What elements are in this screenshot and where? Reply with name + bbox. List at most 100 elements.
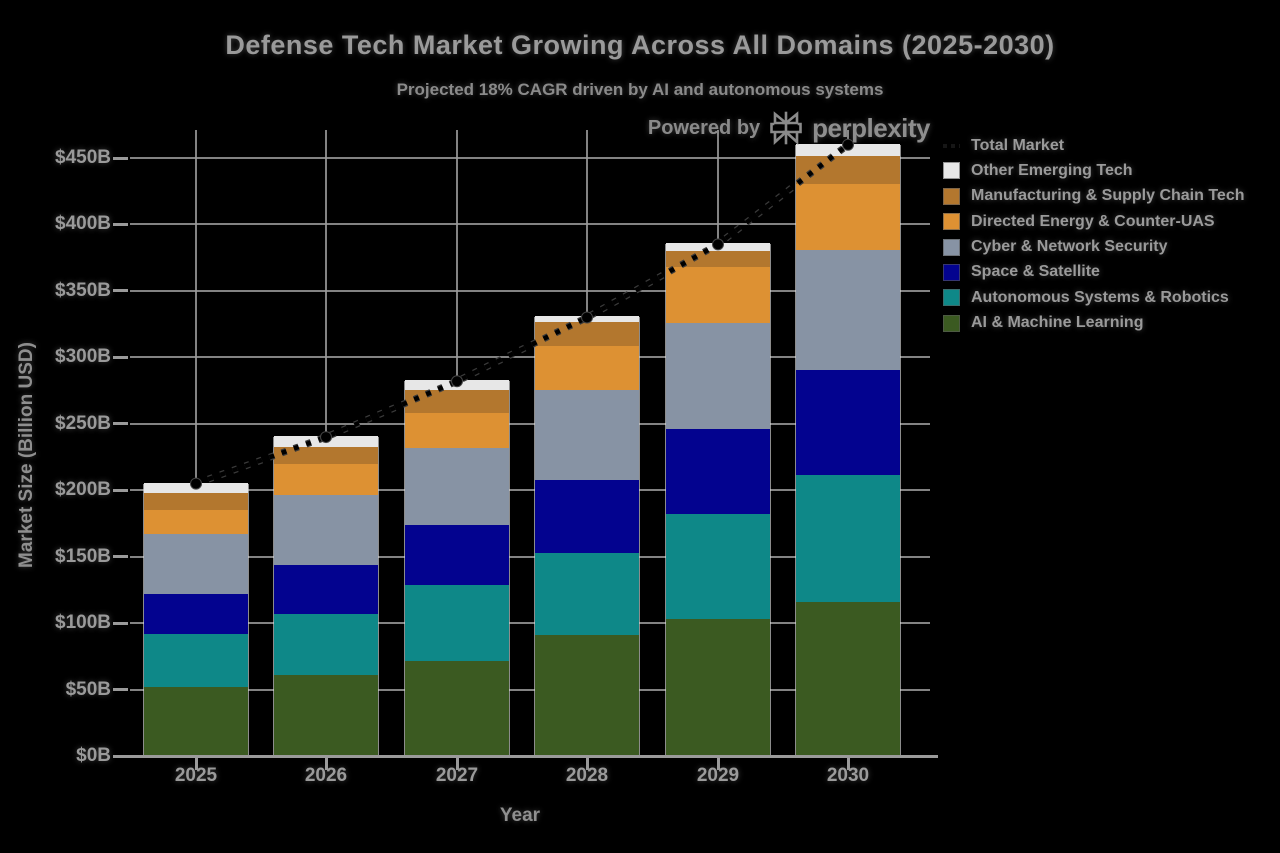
bar-segment (405, 389, 509, 414)
legend-item: Directed Energy & Counter-UAS (943, 212, 1245, 231)
y-tick-mark (113, 754, 128, 758)
y-tick-label: $100B (55, 612, 111, 634)
bar-segment (535, 553, 639, 636)
legend-item: Total Market (943, 137, 1245, 154)
bar-segment (405, 448, 509, 526)
y-tick-label: $450B (55, 147, 111, 168)
bar-segment (274, 614, 378, 676)
bar-segment (405, 380, 509, 390)
bar-segment (796, 155, 900, 184)
bar-segment (274, 564, 378, 615)
bar-segment (274, 436, 378, 447)
x-axis-title: Year (499, 805, 541, 826)
legend-label: Total Market (971, 136, 1065, 154)
bar-segment (535, 389, 639, 480)
bar-segment (274, 675, 378, 755)
bar-segment (274, 463, 378, 495)
gridline-horizontal (130, 555, 930, 558)
legend-color-swatch (943, 263, 960, 281)
bar-segment (144, 594, 248, 635)
gridline-horizontal (130, 489, 930, 492)
bar-segment (144, 510, 248, 535)
bar-segment (405, 660, 509, 755)
y-tick-mark (113, 355, 128, 359)
x-tick-label: 2027 (435, 765, 479, 786)
y-tick-mark (113, 422, 128, 426)
bar-segment (666, 267, 770, 324)
bar-2028 (534, 316, 640, 756)
legend-item: Space & Satellite (943, 263, 1245, 281)
bar-segment (405, 525, 509, 585)
y-tick-label: $50B (65, 678, 111, 700)
legend-color-swatch (943, 238, 960, 256)
bar-segment (405, 413, 509, 449)
x-tick-label: 2030 (826, 765, 870, 786)
bar-segment (666, 619, 770, 755)
legend-label: Directed Energy & Counter-UAS (971, 212, 1215, 230)
bar-segment (666, 429, 770, 515)
bar-segment (666, 514, 770, 620)
bar-segment (666, 243, 770, 252)
bar-segment (405, 584, 509, 661)
x-tick-mark (846, 757, 850, 770)
y-tick-label: $400B (55, 213, 111, 235)
bar-segment (535, 316, 639, 322)
x-tick-mark (455, 757, 459, 770)
legend-label: Other Emerging Tech (971, 161, 1133, 179)
legend-label: Manufacturing & Supply Chain Tech (971, 187, 1245, 205)
y-tick-label: $350B (55, 279, 111, 301)
chart-title: Defense Tech Market Growing Across All D… (225, 30, 1055, 60)
bar-segment (144, 493, 248, 511)
legend: Total Market Other Emerging Tech Manufactu… (943, 137, 1245, 340)
legend-label: Space & Satellite (971, 263, 1100, 281)
legend-item: Other Emerging Tech (943, 161, 1245, 180)
bar-segment (274, 494, 378, 565)
x-tick-mark (194, 757, 198, 770)
y-tick-mark (113, 488, 128, 492)
bar-segment (796, 602, 900, 755)
y-tick-mark (113, 156, 128, 160)
y-tick-mark (113, 555, 128, 559)
bar-segment (666, 251, 770, 268)
x-tick-mark (585, 757, 589, 770)
legend-label: Autonomous Systems & Robotics (971, 288, 1229, 306)
bar-segment (535, 345, 639, 390)
x-axis-line (126, 754, 938, 758)
legend-label: Cyber & Network Security (971, 238, 1168, 256)
legend-item: Cyber & Network Security (943, 238, 1245, 256)
bar-segment (796, 183, 900, 251)
y-tick-label: $250B (55, 412, 111, 434)
y-tick-mark (113, 289, 128, 293)
bar-segment (274, 446, 378, 464)
bar-segment (796, 369, 900, 475)
bar-2026 (273, 436, 379, 756)
legend-label: AI & Machine Learning (971, 314, 1144, 332)
bar-2029 (665, 243, 771, 756)
x-tick-label: 2025 (174, 765, 218, 786)
x-tick-label: 2029 (696, 765, 740, 786)
y-tick-mark (113, 621, 128, 625)
bar-2025 (143, 482, 249, 756)
x-tick-label: 2028 (565, 765, 609, 786)
bar-segment (535, 479, 639, 553)
y-tick-mark (113, 222, 128, 226)
x-tick-mark (324, 757, 328, 770)
x-tick-label: 2026 (304, 765, 348, 786)
perplexity-wordmark: perplexity (812, 112, 930, 143)
bar-segment (144, 687, 248, 755)
legend-color-swatch (943, 187, 960, 205)
y-tick-label: $200B (55, 479, 111, 501)
bar-segment (144, 534, 248, 595)
legend-color-swatch (943, 162, 960, 180)
legend-item: AI & Machine Learning (943, 314, 1245, 332)
bar-segment (535, 321, 639, 346)
legend-color-swatch (943, 314, 960, 332)
y-tick-label: $300B (55, 346, 111, 368)
bar-segment (144, 482, 248, 494)
perplexity-logo-icon (769, 111, 803, 145)
gridline-horizontal (130, 622, 930, 625)
legend-color-swatch (943, 289, 960, 307)
legend-line-swatch (943, 143, 960, 148)
y-tick-label: $150B (55, 545, 111, 567)
x-tick-mark (716, 757, 720, 770)
